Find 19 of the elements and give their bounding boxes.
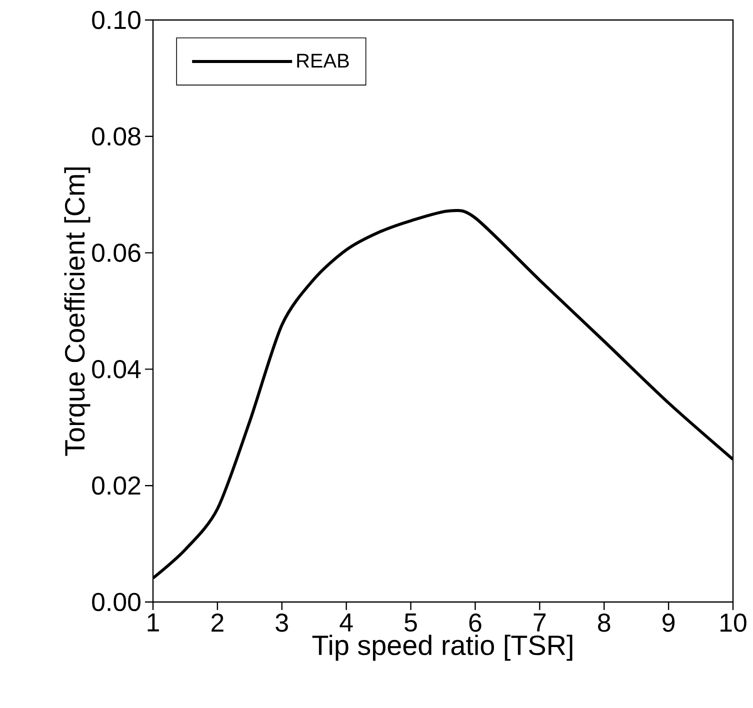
x-tick-label: 8 — [598, 614, 610, 632]
y-tick-label: 0.10 — [92, 10, 140, 30]
x-tick-label: 2 — [212, 614, 224, 632]
x-tick-label: 4 — [340, 614, 353, 632]
x-tick-label: 6 — [469, 614, 482, 632]
x-tick-label: 10 — [720, 614, 746, 632]
text: REAB — [297, 54, 349, 68]
x-axis-title: Tip speed ratio [TSR] — [312, 634, 572, 661]
y-axis-title: Torque Coefficient [Cm] — [64, 168, 90, 456]
y-tick-label: 0.04 — [92, 360, 141, 378]
y-tick-label: 0.06 — [92, 244, 140, 262]
x-tick-label: 5 — [404, 614, 417, 632]
x-tick-label: 7 — [534, 614, 546, 632]
y-tick-label: 0.08 — [92, 127, 140, 146]
x-tick-label: 3 — [276, 614, 288, 632]
y-tick-label: 0.00 — [92, 592, 140, 612]
x-tick-label: 9 — [662, 614, 675, 632]
y-tick-label: 0.02 — [92, 476, 140, 495]
x-tick-label: 1 — [148, 614, 159, 632]
